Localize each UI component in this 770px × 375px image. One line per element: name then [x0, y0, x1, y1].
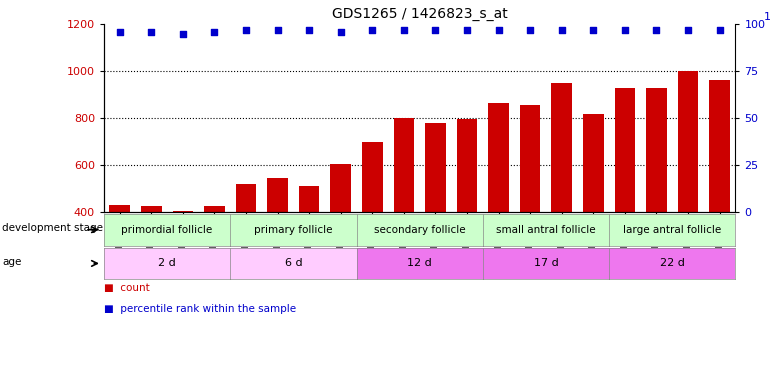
Point [114, 29, 126, 35]
Text: ■  count: ■ count [104, 283, 149, 293]
Text: ■  percentile rank within the sample: ■ percentile rank within the sample [104, 304, 296, 314]
Point [556, 27, 568, 33]
Bar [551, 84, 572, 212]
Title: GDS1265 / 1426823_s_at: GDS1265 / 1426823_s_at [332, 7, 507, 21]
Bar [520, 105, 541, 212]
Text: 2 d: 2 d [158, 258, 176, 268]
Point [145, 29, 158, 35]
Point [303, 27, 316, 33]
Bar [709, 80, 730, 212]
Bar [583, 114, 604, 212]
Point [176, 31, 189, 37]
Bar [393, 118, 414, 212]
Point [460, 27, 473, 33]
Point [367, 27, 379, 33]
Bar [236, 184, 256, 212]
Bar [141, 206, 162, 212]
Point [619, 27, 631, 33]
Bar [646, 88, 667, 212]
Bar [425, 123, 446, 212]
Text: age: age [2, 257, 22, 267]
Bar [299, 186, 320, 212]
Point [430, 27, 442, 33]
Point [493, 27, 505, 33]
Point [240, 27, 253, 33]
Text: 22 d: 22 d [660, 258, 685, 268]
Point [208, 29, 220, 35]
Point [524, 27, 536, 33]
Bar [172, 211, 193, 212]
Text: large antral follicle: large antral follicle [623, 225, 721, 235]
Point [271, 27, 283, 33]
Point [334, 29, 346, 35]
Bar [457, 119, 477, 212]
Text: 17 d: 17 d [534, 258, 558, 268]
Bar [678, 71, 698, 212]
Text: 6 d: 6 d [285, 258, 302, 268]
Text: secondary follicle: secondary follicle [374, 225, 465, 235]
Text: development stage: development stage [2, 223, 103, 233]
Bar [488, 103, 509, 212]
Text: primary follicle: primary follicle [254, 225, 333, 235]
Text: primordial follicle: primordial follicle [122, 225, 213, 235]
Point [714, 27, 726, 33]
Text: 12 d: 12 d [407, 258, 432, 268]
Text: 100%: 100% [764, 12, 770, 22]
Point [587, 27, 599, 33]
Bar [362, 142, 383, 212]
Bar [109, 205, 130, 212]
Text: small antral follicle: small antral follicle [496, 225, 596, 235]
Point [650, 27, 662, 33]
Bar [204, 206, 225, 212]
Bar [614, 88, 635, 212]
Point [682, 27, 695, 33]
Bar [330, 164, 351, 212]
Bar [267, 178, 288, 212]
Point [397, 27, 410, 33]
